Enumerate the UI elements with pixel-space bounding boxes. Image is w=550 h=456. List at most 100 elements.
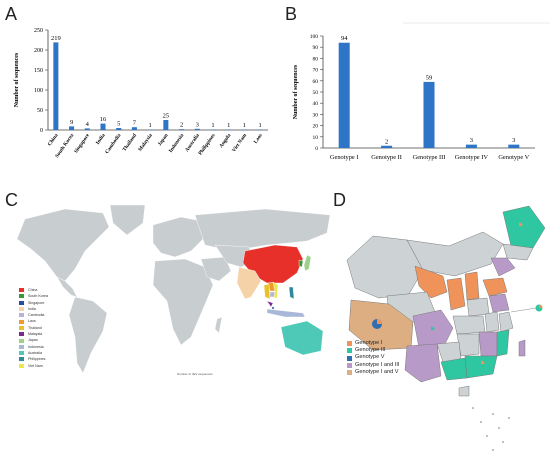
x-tick-label: Viet Nam <box>231 132 248 153</box>
bar-india <box>100 123 106 130</box>
legend-swatch <box>347 348 352 354</box>
bar-genotype-iii <box>423 81 435 148</box>
x-tick-label: Indonesia <box>168 132 186 153</box>
bar-laos <box>257 129 263 131</box>
panel-label-c: C <box>5 190 18 210</box>
bar-cambodia <box>116 128 122 130</box>
x-tick-label: Genotype III <box>413 154 446 161</box>
legend-item: Genotype I and V <box>347 369 399 376</box>
data-label: 3 <box>512 137 515 144</box>
legend-item: Indonesia <box>19 344 48 350</box>
vietnam-shape <box>272 281 279 299</box>
y-tick-label: 40 <box>313 101 319 107</box>
pie-marker-guangdong <box>477 360 485 368</box>
legend-label: Cambodia <box>28 313 45 318</box>
x-tick-label: Genotype IV <box>455 154 489 161</box>
legend-item: Australia <box>19 350 48 356</box>
data-label: 1 <box>227 122 230 129</box>
japan-shape <box>303 254 312 272</box>
bar-south-korea <box>69 126 75 130</box>
legend-item: South Korea <box>19 293 48 299</box>
legend-swatch <box>19 319 24 324</box>
legend-swatch <box>19 363 24 368</box>
genotype-pie-markers <box>372 222 543 368</box>
province-taiwan <box>518 339 526 357</box>
legend-label: Laos <box>28 319 36 324</box>
y-tick-label: 100 <box>310 34 319 40</box>
data-label: 5 <box>117 121 120 128</box>
x-tick-label: Genotype II <box>371 154 402 161</box>
legend-item: Genotype V <box>347 354 399 361</box>
legend-label: Viet Nam <box>28 363 43 368</box>
data-label: 1 <box>211 122 214 129</box>
legend-label: India <box>28 306 36 311</box>
x-tick-label: China <box>47 132 60 147</box>
legend-label: Malaysia <box>28 332 43 337</box>
data-label: 4 <box>86 121 90 128</box>
data-label: 7 <box>133 120 137 127</box>
russia-asia-shape <box>194 208 331 250</box>
legend-item: India <box>19 306 48 312</box>
y-tick-label: 0 <box>40 128 43 134</box>
south-korea-shape <box>298 259 304 268</box>
bar-angola <box>226 129 232 131</box>
legend-item: Cambodia <box>19 312 48 318</box>
province-fujian <box>496 329 510 357</box>
legend-item: Laos <box>19 318 48 324</box>
legend-label: South Korea <box>28 294 48 299</box>
legend-swatch <box>19 357 24 362</box>
panel-label-a: A <box>5 4 18 24</box>
map-d-legend: Genotype I Genotype III Genotype V Genotype… <box>347 340 399 376</box>
x-tick-label: Malaysia <box>137 132 154 152</box>
legend-swatch <box>19 325 24 330</box>
legend-swatch <box>19 313 24 318</box>
greenland-shape <box>109 205 146 236</box>
china-shape <box>242 244 304 284</box>
philippines-shape <box>288 286 295 300</box>
legend-swatch <box>347 355 352 361</box>
legend-swatch <box>19 338 24 343</box>
y-tick-label: 200 <box>34 48 43 54</box>
legend-label: Singapore <box>28 300 45 305</box>
legend-item: Philippines <box>19 356 48 362</box>
legend-item: Genotype I and III <box>347 362 399 369</box>
x-tick-label: Genotype V <box>498 154 529 161</box>
data-label: 59 <box>426 74 433 81</box>
data-label: 3 <box>196 121 199 128</box>
chart-a-sequences-by-country: Number of sequences050100150200250219Chi… <box>14 28 268 159</box>
province-jilin <box>502 243 534 261</box>
africa-shape <box>152 258 214 346</box>
legend-label: Australia <box>28 350 42 355</box>
data-label: 3 <box>470 137 473 144</box>
y-tick-label: 50 <box>313 90 319 96</box>
indonesia-shape <box>266 308 306 318</box>
province-hubei <box>452 315 486 335</box>
province-guizhou <box>436 341 462 363</box>
y-tick-label: 10 <box>313 135 319 141</box>
china-province-map <box>346 205 546 451</box>
singapore-shape <box>271 306 275 310</box>
south-america-shape <box>68 296 108 374</box>
legend-item: Thailand <box>19 325 48 331</box>
data-label: 1 <box>259 122 262 129</box>
legend-item: Viet Nam <box>19 363 48 369</box>
map-c-note: Number of JEV sequences <box>177 372 213 376</box>
y-tick-label: 50 <box>37 108 43 114</box>
province-xinjiang <box>346 235 424 299</box>
legend-item: Japan <box>19 337 48 343</box>
legend-item: Genotype III <box>347 347 399 354</box>
leader-line-shanghai <box>510 307 537 313</box>
bar-indonesia <box>179 129 185 130</box>
legend-item: Malaysia <box>19 331 48 337</box>
australia-shape <box>280 320 324 356</box>
legend-label: Genotype I <box>355 340 383 346</box>
legend-swatch <box>19 307 24 312</box>
bar-viet-nam <box>241 129 247 131</box>
malaysia-shape <box>266 300 274 308</box>
pie-marker-heilongjiang <box>515 222 523 230</box>
x-tick-label: India <box>95 132 107 145</box>
bar-genotype-v <box>508 144 520 148</box>
data-label: 16 <box>100 116 107 123</box>
bar-genotype-i <box>338 42 350 148</box>
pie-marker-shanghai <box>535 304 543 312</box>
